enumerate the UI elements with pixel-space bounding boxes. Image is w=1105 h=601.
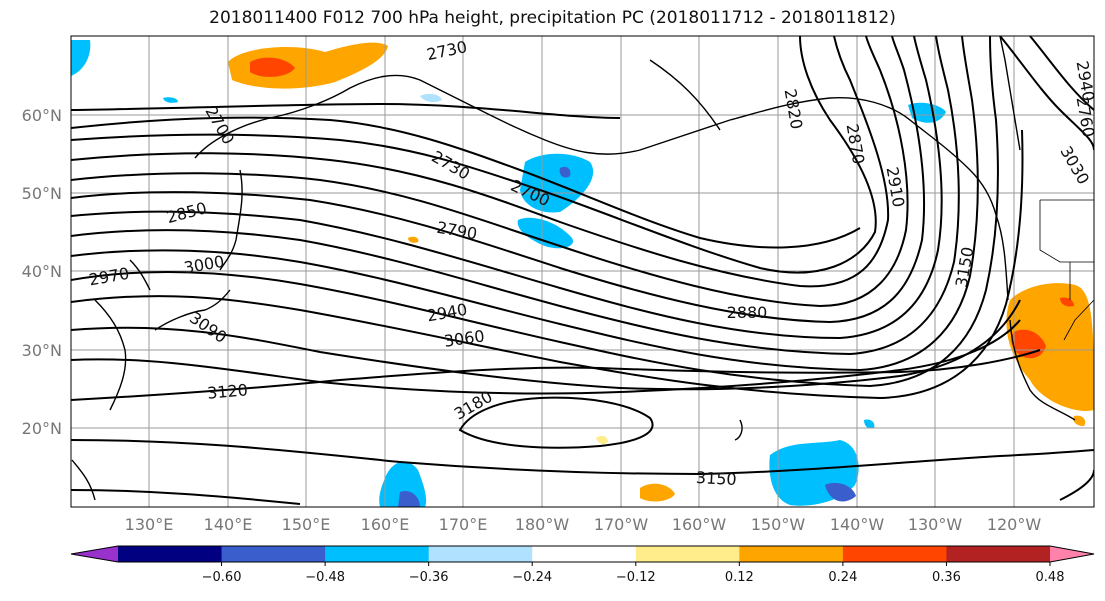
contour-label: 3150 [695,468,737,489]
lon-label: 170°W [594,515,649,534]
lon-label: 160°E [361,515,410,534]
lon-label: 160°W [672,515,727,534]
contour-label: 2940 [1073,59,1099,102]
colorbar-extend-low [71,546,118,562]
lon-label: 130°W [908,515,963,534]
colorbar-swatch [325,546,430,562]
colorbar-swatch [428,546,533,562]
longitude-labels: 130°E 140°E 150°E 160°E 170°E 180°W 170°… [125,515,1042,534]
colorbar-tick-label: 0.12 [725,570,754,585]
colorbar-outline [70,545,1095,563]
colorbar-tick-label: 0.36 [932,570,961,585]
colorbar: −0.60 −0.48 −0.36 −0.24 −0.12 0.12 0.24 0.36 0.4… [70,545,1095,585]
colorbar-swatch [739,546,844,562]
height-contours [71,36,1094,505]
contour-label: 2880 [727,303,768,322]
lat-label: 40°N [22,262,62,281]
colorbar-tick-label: −0.60 [202,570,242,585]
map-frame [70,35,1095,508]
lat-label: 60°N [22,106,62,125]
contour-label: 3120 [206,380,248,402]
colorbar-tick-label: 0.48 [1036,570,1065,585]
colorbar-swatch [635,546,740,562]
lat-label: 30°N [22,341,62,360]
lon-label: 130°E [125,515,174,534]
lon-label: 180°W [515,515,570,534]
coastlines [71,36,1076,501]
colorbar-tick-label: −0.48 [305,570,345,585]
colorbar-tick-label: −0.12 [616,570,656,585]
lon-label: 140°E [204,515,253,534]
precip-shading [71,40,1094,507]
colorbar-swatch [118,546,223,562]
colorbar-tick-label: −0.24 [512,570,552,585]
latitude-labels: 60°N 50°N 40°N 30°N 20°N [22,106,62,438]
lat-label: 50°N [22,184,62,203]
colorbar-swatch [221,546,326,562]
lon-label: 150°W [751,515,806,534]
colorbar-extend-high [1050,546,1094,562]
lat-label: 20°N [22,419,62,438]
map-title: 2018011400 F012 700 hPa height, precipit… [209,8,896,28]
lon-label: 140°W [830,515,885,534]
colorbar-swatch [532,546,637,562]
map-panel: 2730 2700 2730 2700 2850 2790 2970 3000 … [71,36,1099,507]
colorbar-tick-label: −0.36 [409,570,449,585]
colorbar-swatch [842,546,947,562]
colorbar-tick-label: 0.24 [828,570,857,585]
lon-label: 170°E [439,515,488,534]
lon-label: 120°W [987,515,1042,534]
colorbar-swatch [946,546,1051,562]
political-borders [1039,199,1094,341]
lon-label: 150°E [282,515,331,534]
contour-label: 2760 [1073,95,1099,138]
